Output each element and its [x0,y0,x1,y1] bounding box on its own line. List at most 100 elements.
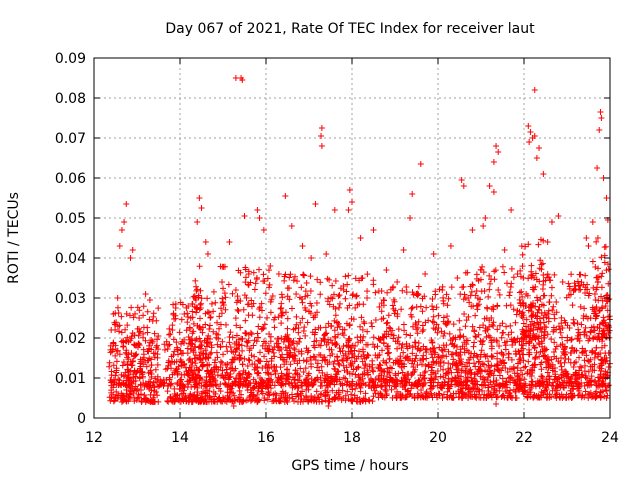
data-point [324,275,331,282]
data-point [321,336,328,343]
data-point [479,263,486,270]
data-point [232,287,239,293]
data-point [278,291,285,298]
data-point [262,363,269,370]
data-point [364,328,371,335]
data-point [166,331,173,338]
data-point [231,354,238,361]
data-point [349,292,356,299]
data-point [419,322,426,329]
data-point [589,219,596,225]
data-point [526,351,533,358]
data-point [559,279,566,285]
data-point [318,390,325,397]
data-point [142,359,149,366]
data-point [602,303,609,309]
data-point [316,351,323,358]
data-point [197,301,204,308]
data-point [362,390,369,397]
data-point [582,388,589,395]
data-point [256,266,263,273]
data-point [141,354,148,361]
data-point [155,346,162,353]
data-point [403,289,410,296]
data-point [314,276,321,283]
data-point [433,304,440,311]
data-point [190,371,197,378]
data-point [245,301,252,308]
data-point [541,352,548,359]
data-point [369,323,376,330]
data-point [602,368,609,375]
data-point [289,395,296,402]
data-point [261,321,268,328]
data-point [107,349,114,356]
data-point [390,332,397,339]
data-point [587,356,594,363]
data-point [462,369,469,376]
data-point [204,335,211,342]
data-point [331,358,338,365]
data-point [210,288,217,295]
data-point [543,355,550,362]
data-point [538,389,545,396]
data-point [394,345,401,352]
data-point [216,325,223,332]
data-point [164,365,171,372]
data-point [272,395,279,402]
data-point [372,289,379,296]
data-point [123,201,130,207]
data-point [229,398,236,405]
data-point [174,346,181,353]
data-point [245,331,252,338]
data-point [319,369,326,376]
data-point [153,389,160,396]
data-point [217,321,224,328]
data-point [424,394,431,401]
data-point [128,304,135,311]
data-point [428,379,435,386]
data-point [451,360,458,367]
data-point [194,219,201,225]
data-point [530,300,537,307]
data-point [545,307,552,314]
data-point [393,382,400,389]
data-point [372,317,379,324]
data-point [307,273,314,280]
data-point [194,322,201,329]
data-point [593,238,600,245]
data-point [388,331,395,338]
data-point [331,377,338,384]
data-point [419,355,426,362]
data-point [331,365,338,372]
data-point [265,361,272,368]
data-point [229,382,236,389]
data-point [501,247,508,253]
data-point [450,356,457,363]
data-point [202,347,209,354]
data-point [493,337,500,344]
data-point [544,369,551,376]
data-point [127,395,134,402]
data-point [316,367,323,374]
data-point [569,302,576,309]
data-point [499,320,506,327]
data-point [537,236,544,243]
data-point [482,367,489,374]
data-point [206,388,213,395]
data-point [122,369,129,376]
data-point [575,329,582,336]
data-point [436,392,443,399]
data-point [108,348,115,355]
data-point [553,391,560,398]
data-point [530,322,537,329]
data-point [194,384,201,391]
data-point [475,386,482,393]
data-point [236,387,243,394]
data-point [491,276,498,283]
data-point [548,336,555,343]
data-point [294,278,301,285]
data-point [438,328,445,335]
data-point [381,334,388,341]
data-point [443,291,450,298]
